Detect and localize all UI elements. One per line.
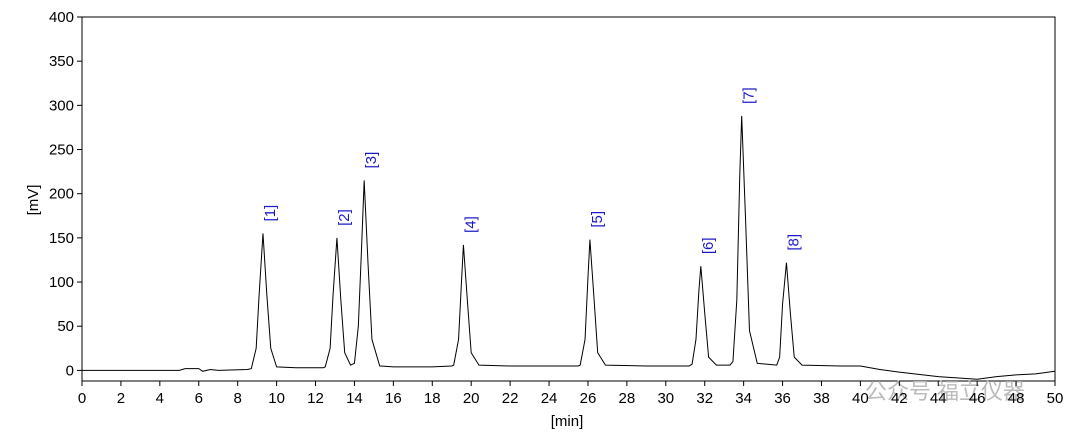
x-tick-label: 38 [813,390,830,407]
x-tick-label: 0 [78,390,86,407]
x-tick-label: 36 [774,390,791,407]
y-tick-label: 400 [49,9,74,26]
x-tick-label: 28 [619,390,636,407]
x-tick-label: 6 [195,390,203,407]
peak-label: [8] [785,234,802,251]
plot-frame [81,16,1056,382]
x-tick-label: 48 [1008,390,1025,407]
x-tick-label: 18 [424,390,441,407]
y-tick-label: 250 [49,142,74,159]
x-tick-label: 4 [156,390,164,407]
peak-label: [5] [589,211,606,228]
x-tick-label: 22 [502,390,519,407]
x-tick-label: 8 [234,390,242,407]
x-tick-label: 20 [463,390,480,407]
x-axis-label: [min] [551,413,584,430]
y-tick-label: 300 [49,97,74,114]
x-tick-label: 44 [930,390,947,407]
x-tick-label: 16 [385,390,402,407]
x-tick-label: 10 [268,390,285,407]
peak-label: [6] [700,237,717,254]
x-tick-label: 40 [852,390,869,407]
peak-label: [7] [741,87,758,104]
y-tick-label: 200 [49,186,74,203]
x-tick-label: 42 [891,390,908,407]
y-tick-label: 350 [49,53,74,70]
x-tick-label: 2 [117,390,125,407]
y-tick-label: 0 [66,362,74,379]
peak-label: [4] [462,216,479,233]
y-axis-label: [mV] [25,185,42,216]
y-tick-label: 150 [49,230,74,247]
x-tick-label: 34 [735,390,752,407]
x-tick-label: 32 [696,390,713,407]
x-tick-label: 50 [1047,390,1064,407]
y-tick-label: 50 [57,318,74,335]
x-tick-label: 46 [969,390,986,407]
peak-label: [3] [363,152,380,169]
peak-label: [2] [336,209,353,226]
x-tick-label: 24 [541,390,558,407]
watermark: 公众号 福立仪器 [865,379,1025,404]
trace [82,115,1056,380]
x-tick-label: 26 [580,390,597,407]
y-tick-label: 100 [49,274,74,291]
x-tick-label: 14 [346,390,363,407]
x-tick-label: 30 [657,390,674,407]
x-tick-label: 12 [307,390,324,407]
peak-label: [1] [262,205,279,222]
